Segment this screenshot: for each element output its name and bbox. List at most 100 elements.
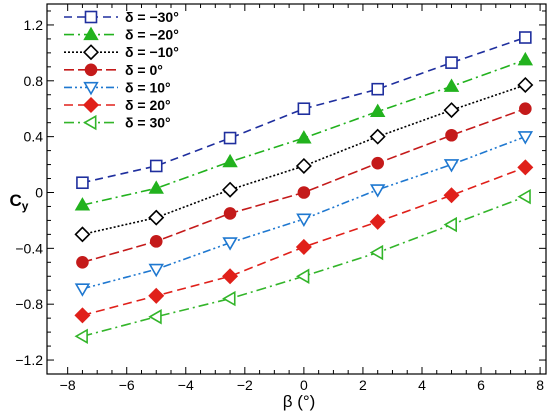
- x-tick-label: 8: [536, 377, 544, 393]
- series-1: [76, 31, 532, 190]
- data-point: [517, 159, 534, 176]
- x-axis-label: β (°): [283, 392, 316, 411]
- data-point: [74, 283, 91, 297]
- legend-swatch-marker: [84, 10, 98, 24]
- x-tick-label: −2: [237, 377, 253, 393]
- data-point: [445, 128, 458, 142]
- legend-swatch-marker: [83, 26, 99, 41]
- x-tick-label: −8: [60, 377, 76, 393]
- legend-item-1: δ = −30°: [64, 9, 179, 25]
- data-point: [371, 156, 384, 170]
- legend-item-3: δ = −10°: [64, 44, 179, 61]
- data-point: [295, 238, 312, 255]
- data-point: [148, 287, 165, 304]
- x-tick-label: 0: [300, 377, 308, 393]
- y-tick-label: 0: [35, 184, 43, 200]
- data-point: [297, 186, 311, 199]
- data-point: [74, 226, 91, 243]
- legend-label: δ = 0°: [125, 62, 163, 78]
- legend-swatch-marker: [83, 81, 99, 96]
- data-point: [519, 31, 532, 44]
- data-point: [222, 153, 238, 168]
- series-7: [74, 188, 531, 345]
- y-tick-label: −0.4: [15, 240, 43, 256]
- legend-swatch-marker: [82, 44, 100, 61]
- data-point: [517, 188, 531, 205]
- series-5: [74, 131, 534, 297]
- legend-swatch-marker: [83, 114, 97, 131]
- data-point: [148, 309, 162, 325]
- data-point: [148, 263, 164, 278]
- data-point: [443, 187, 460, 204]
- data-point: [296, 213, 312, 227]
- plot-border: [46, 3, 547, 375]
- x-tick-label: 6: [477, 377, 485, 393]
- data-point: [295, 157, 312, 174]
- legend-item-2: δ = −20°: [64, 27, 179, 43]
- legend: δ = −30° δ = −20°δ = −10° δ = 0°δ = 10° δ =…: [64, 9, 179, 131]
- data-point: [443, 159, 460, 173]
- legend-label: δ = 30°: [125, 115, 171, 131]
- plot-frame: [46, 3, 547, 375]
- data-point: [295, 268, 310, 284]
- data-point: [149, 159, 163, 173]
- y-axis-label-main: C: [10, 191, 22, 210]
- y-axis-label: Cy: [10, 191, 29, 213]
- legend-swatch-marker: [84, 63, 98, 77]
- data-point: [222, 290, 236, 307]
- data-point: [222, 268, 239, 285]
- data-point: [148, 180, 164, 194]
- legend-label: δ = −30°: [125, 9, 179, 25]
- data-point: [443, 78, 460, 92]
- data-point: [517, 76, 534, 93]
- data-point: [222, 237, 238, 251]
- x-tick-label: −4: [178, 377, 194, 393]
- data-point: [74, 197, 91, 211]
- data-point: [223, 131, 237, 145]
- data-point: [223, 207, 237, 220]
- x-tick-label: 4: [418, 377, 426, 393]
- series-2: [74, 51, 534, 211]
- legend-label: δ = 20°: [125, 97, 171, 113]
- legend-item-7: δ = 30°: [64, 115, 171, 131]
- x-tick-label: −6: [119, 377, 135, 393]
- series-6: [74, 159, 534, 324]
- series-3: [74, 76, 534, 243]
- axis-ticks: −8 −6 −4 −2 0 2 4 6 8 −1.2 −0.8 −0.4 0 0.4 0.8 1.2: [15, 4, 546, 393]
- data-point: [445, 56, 458, 69]
- data-point: [369, 244, 384, 261]
- data-point: [76, 256, 89, 269]
- y-tick-label: 0.4: [24, 129, 44, 145]
- data-point: [74, 307, 91, 324]
- legend-item-6: δ = 20°: [64, 96, 171, 114]
- legend-label: δ = 10°: [125, 79, 171, 95]
- data-point: [369, 213, 386, 230]
- data-point: [149, 235, 163, 248]
- data-point: [519, 102, 532, 116]
- x-tick-label: 2: [359, 377, 367, 393]
- y-tick-label: −1.2: [15, 352, 43, 368]
- data-point: [517, 131, 534, 145]
- data-point: [369, 128, 386, 145]
- data-point: [369, 184, 386, 198]
- data-point: [74, 328, 88, 345]
- data-point: [297, 102, 311, 116]
- data-point: [443, 102, 460, 119]
- legend-label: δ = −20°: [125, 27, 179, 43]
- data-point: [296, 130, 312, 144]
- data-point: [517, 51, 534, 66]
- y-tick-label: 1.2: [24, 17, 44, 33]
- legend-label: δ = −10°: [125, 44, 179, 60]
- legend-item-5: δ = 10°: [64, 79, 171, 95]
- series-group: [74, 31, 534, 345]
- data-point: [148, 209, 165, 226]
- y-tick-label: −0.8: [15, 296, 43, 312]
- data-point: [76, 176, 89, 190]
- series-4: [76, 102, 532, 269]
- data-point: [222, 181, 239, 198]
- y-tick-label: 0.8: [24, 73, 44, 89]
- data-point: [371, 82, 384, 96]
- y-axis-label-subscript: y: [22, 199, 29, 213]
- legend-swatch-marker: [82, 96, 100, 114]
